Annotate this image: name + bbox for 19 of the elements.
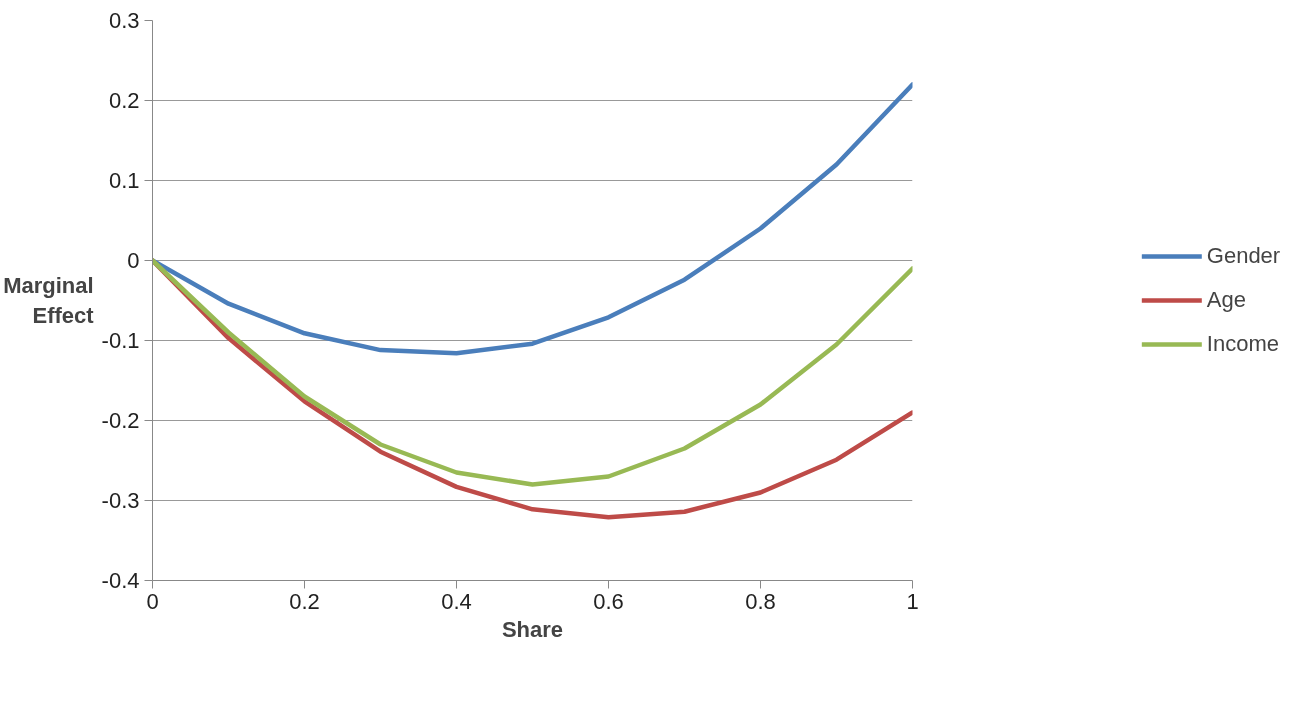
y-tick-label: -0.4 bbox=[101, 568, 140, 593]
legend-label: Income bbox=[1206, 331, 1279, 357]
legend-label: Age bbox=[1206, 287, 1246, 313]
y-tick-label: 0.1 bbox=[108, 168, 140, 193]
y-tick-label: 0.3 bbox=[108, 8, 140, 33]
x-tick-label: 0.8 bbox=[745, 588, 776, 614]
y-axis-title: Marginal Effect bbox=[3, 273, 95, 328]
x-tick-label: 0.2 bbox=[289, 588, 320, 614]
x-axis-title: Share bbox=[501, 616, 564, 642]
x-tick-label: 0 bbox=[146, 588, 159, 614]
y-tick-label: -0.1 bbox=[101, 328, 140, 353]
y-tick-label: 0.2 bbox=[108, 88, 140, 113]
y-tick-label: -0.3 bbox=[101, 488, 140, 513]
y-tick-label: 0 bbox=[127, 248, 140, 273]
x-tick-label: 0.4 bbox=[441, 588, 472, 614]
legend-label: Gender bbox=[1206, 243, 1281, 269]
y-tick-label: -0.2 bbox=[101, 408, 140, 433]
x-tick-label: 0.6 bbox=[593, 588, 624, 614]
x-tick-label: 1 bbox=[906, 588, 919, 614]
